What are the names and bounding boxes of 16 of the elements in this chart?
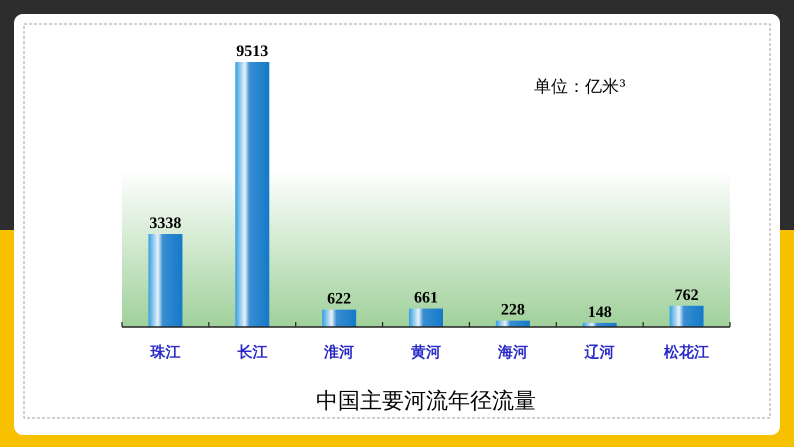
x-tick-label: 淮河 <box>323 343 354 361</box>
x-tick-label: 黄河 <box>410 343 441 361</box>
data-label: 762 <box>674 286 699 304</box>
data-label: 622 <box>327 290 352 308</box>
data-label: 9513 <box>236 43 268 60</box>
x-tick-label: 珠江 <box>149 343 180 361</box>
x-tick-label: 海河 <box>496 343 528 361</box>
annotation: 单位：亿米³ <box>534 77 626 97</box>
data-label: 228 <box>500 302 525 319</box>
x-tick-label: 辽河 <box>584 343 615 361</box>
x-tick-label: 松花江 <box>663 343 710 361</box>
data-label: 3338 <box>149 215 182 232</box>
text: 中国主要河流年径流量 <box>316 389 536 414</box>
data-label: 148 <box>588 304 612 321</box>
x-tick-label: 长江 <box>236 343 268 361</box>
data-label: 661 <box>414 290 438 307</box>
